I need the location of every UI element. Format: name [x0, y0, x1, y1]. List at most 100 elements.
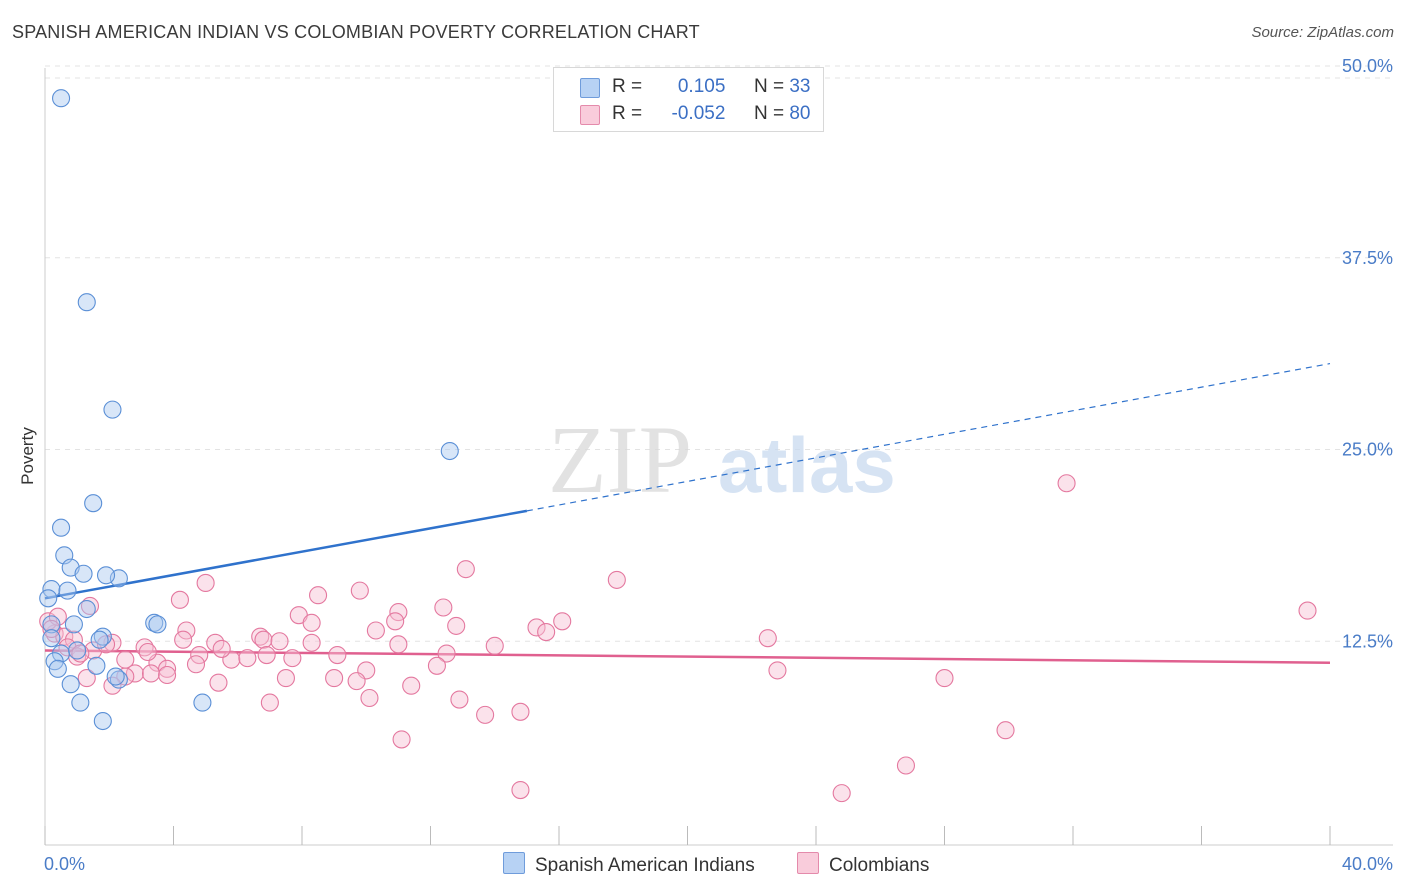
point-colombians: [1298, 601, 1317, 620]
point-colombians: [527, 618, 546, 637]
point-spanish-american-indians: [58, 581, 77, 600]
trend-line-extension-spanish-american-indians: [526, 363, 1331, 512]
point-colombians: [283, 649, 302, 668]
legend-r-label: R =: [612, 76, 643, 97]
point-colombians: [42, 619, 61, 639]
point-colombians: [768, 661, 787, 680]
bottom-legend-swatch-blue: [503, 852, 525, 874]
y-tick-labels: 12.5% 25.0% 37.5% 50.0%: [1342, 56, 1393, 651]
legend-n-label: N =: [753, 76, 785, 97]
point-colombians: [392, 730, 411, 749]
point-colombians: [350, 581, 369, 600]
point-colombians: [896, 756, 916, 775]
point-colombians: [450, 690, 469, 709]
legend-r-value: -0.052: [671, 103, 726, 124]
point-spanish-american-indians: [87, 656, 106, 675]
point-colombians: [80, 596, 100, 616]
point-colombians: [360, 688, 379, 708]
point-colombians: [170, 590, 189, 609]
point-spanish-american-indians: [77, 293, 96, 312]
point-spanish-american-indians: [103, 400, 122, 419]
point-spanish-american-indians: [42, 629, 61, 648]
point-colombians: [260, 693, 279, 712]
point-colombians: [309, 586, 328, 605]
point-colombians: [212, 639, 231, 658]
point-colombians: [758, 629, 777, 648]
point-spanish-american-indians: [109, 670, 128, 689]
point-spanish-american-indians: [52, 89, 71, 108]
x-tick-labels: 0.0% 40.0%: [44, 854, 1393, 874]
point-colombians: [996, 721, 1015, 740]
bottom-legend-label: Colombians: [829, 855, 930, 876]
y-axis-label: Poverty: [18, 427, 37, 485]
axes: [44, 68, 1393, 846]
point-colombians: [402, 676, 421, 695]
point-spanish-american-indians: [48, 659, 67, 678]
point-spanish-american-indians: [145, 613, 164, 632]
point-spanish-american-indians: [77, 599, 96, 619]
point-colombians: [257, 646, 276, 665]
point-colombians: [302, 613, 321, 632]
point-colombians: [437, 644, 456, 663]
point-colombians: [476, 705, 495, 724]
legend-r-label: R =: [612, 103, 643, 124]
point-spanish-american-indians: [106, 667, 125, 686]
trend-line-colombians: [44, 649, 1331, 664]
point-spanish-american-indians: [61, 675, 80, 694]
point-colombians: [366, 621, 385, 640]
point-colombians: [325, 669, 344, 688]
point-colombians: [209, 673, 228, 692]
point-colombians: [511, 780, 530, 800]
point-spanish-american-indians: [52, 518, 71, 537]
watermark-zip: ZIP: [548, 406, 692, 513]
point-colombians: [270, 632, 289, 651]
point-colombians: [158, 665, 177, 685]
legend-r-value: 0.105: [677, 76, 726, 97]
point-spanish-american-indians: [96, 566, 116, 585]
correlation-legend: R = 0.105 N = 33 R = -0.052 N = 80: [553, 67, 824, 132]
point-colombians: [196, 573, 215, 593]
legend-n-value: 80: [789, 103, 811, 124]
y-tick-label: 37.5%: [1342, 248, 1393, 268]
point-colombians: [302, 633, 321, 652]
grid-lines: [45, 65, 1393, 642]
point-spanish-american-indians: [93, 627, 112, 646]
point-colombians: [254, 630, 273, 649]
point-spanish-american-indians: [71, 693, 90, 712]
source-label: Source: ZipAtlas.com: [1251, 24, 1394, 41]
point-colombians: [138, 642, 157, 662]
point-spanish-american-indians: [42, 615, 61, 634]
point-colombians: [485, 636, 504, 655]
point-colombians: [456, 560, 475, 579]
y-tick-label: 25.0%: [1342, 440, 1393, 460]
point-colombians: [511, 702, 530, 721]
point-colombians: [389, 635, 408, 654]
point-colombians: [125, 664, 144, 683]
bottom-legend-label: Spanish American Indians: [535, 855, 755, 876]
y-tick-label: 12.5%: [1342, 631, 1393, 651]
point-colombians: [386, 612, 405, 631]
point-colombians: [276, 669, 295, 688]
x-tick-label: 40.0%: [1342, 854, 1393, 874]
point-spanish-american-indians: [68, 641, 87, 660]
point-colombians: [447, 616, 466, 635]
point-colombians: [174, 630, 193, 649]
point-colombians: [251, 627, 270, 646]
point-colombians: [607, 570, 626, 589]
point-colombians: [328, 646, 347, 665]
legend-swatch-pink: [580, 105, 600, 125]
legend-n-value: 33: [789, 76, 811, 97]
point-colombians: [238, 649, 257, 668]
point-colombians: [1057, 474, 1076, 493]
watermark-atlas: atlas: [718, 421, 896, 509]
point-colombians: [553, 612, 572, 631]
point-spanish-american-indians: [148, 615, 167, 634]
point-spanish-american-indians: [90, 630, 109, 649]
point-spanish-american-indians: [440, 441, 459, 461]
bottom-legend-spanish-american-indians: Spanish American Indians: [503, 852, 755, 877]
legend-swatch-blue: [580, 78, 600, 98]
point-colombians: [71, 644, 90, 663]
point-colombians: [141, 664, 161, 683]
data-points: [39, 89, 1317, 803]
